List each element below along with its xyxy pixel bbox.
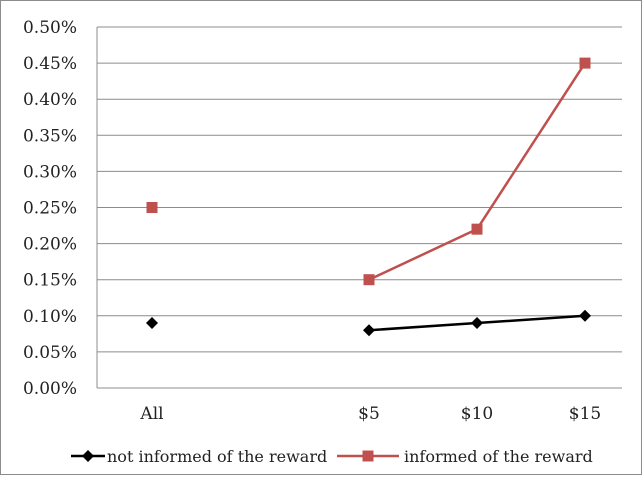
y-tick-label: 0.25% [23, 199, 77, 219]
data-point [363, 274, 375, 286]
series-line-segment [475, 61, 587, 231]
y-tick-label: 0.00% [23, 379, 77, 399]
y-tick-label: 0.20% [23, 235, 77, 255]
series-line-segment [475, 314, 587, 325]
legend-marker [362, 450, 374, 462]
series-not-informed [146, 309, 591, 337]
x-tick-label: $15 [569, 404, 601, 424]
legend: not informed of the reward informed of th… [71, 447, 593, 466]
y-tick-label: 0.35% [23, 126, 77, 146]
series [146, 57, 591, 337]
legend-label: not informed of the reward [107, 447, 327, 466]
legend-item: informed of the reward [337, 447, 593, 466]
legend-marker [82, 450, 94, 462]
y-axis-tick-labels: 0.00% 0.05% 0.10% 0.15% 0.20% 0.25% 0.30% 0.35%… [23, 18, 77, 399]
x-tick-label: All [139, 404, 163, 424]
gridlines [97, 26, 622, 353]
y-tick-label: 0.30% [23, 162, 77, 182]
y-tick-label: 0.40% [23, 90, 77, 110]
x-tick-label: $5 [358, 404, 380, 424]
y-tick-label: 0.50% [23, 18, 77, 38]
series-line-segment [367, 321, 479, 332]
x-tick-label: $10 [461, 404, 493, 424]
data-point [579, 57, 591, 69]
data-point [146, 317, 158, 330]
y-tick-label: 0.45% [23, 54, 77, 74]
data-point [471, 317, 483, 330]
series-informed [146, 57, 591, 286]
y-tick-label: 0.15% [23, 271, 77, 291]
data-point [363, 324, 375, 337]
x-axis-tick-labels: All $5 $10 $15 [139, 404, 601, 424]
y-tick-label: 0.10% [23, 307, 77, 327]
legend-label: informed of the reward [404, 447, 593, 466]
y-tick-label: 0.05% [23, 343, 77, 363]
data-point [471, 223, 483, 235]
data-point [146, 202, 158, 213]
data-point [579, 309, 591, 322]
series-line-segment [367, 227, 479, 281]
legend-item: not informed of the reward [71, 447, 327, 466]
axes [96, 27, 622, 389]
